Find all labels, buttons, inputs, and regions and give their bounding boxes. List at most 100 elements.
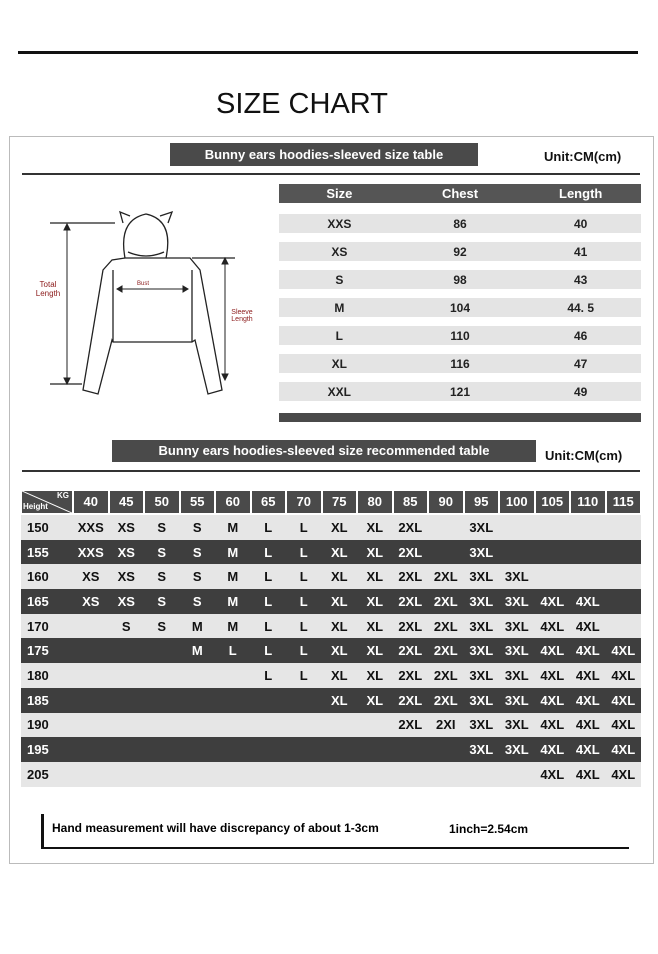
weight-label: 115 bbox=[606, 491, 640, 513]
size-cell: 2XL bbox=[392, 515, 428, 540]
weight-label: 40 bbox=[74, 491, 108, 513]
rec-row: 190 2XL 2XI 3XL 3XL 4XL 4XL 4XL bbox=[21, 712, 641, 738]
size-cell: 4XL bbox=[570, 613, 606, 639]
size-cell: XL bbox=[357, 564, 393, 590]
size-cell: L bbox=[250, 663, 286, 688]
size-cell bbox=[357, 737, 393, 762]
discrepancy-note: Hand measurement will have discrepancy o… bbox=[52, 821, 379, 835]
chest-cell: 98 bbox=[453, 272, 467, 287]
size-cell: 4XL bbox=[570, 589, 606, 614]
size-cell bbox=[73, 712, 109, 738]
size-table-unit: Unit:CM(cm) bbox=[544, 149, 622, 164]
size-cell: L bbox=[250, 613, 286, 639]
size-cell: XXL bbox=[327, 384, 351, 399]
weight-label: 75 bbox=[322, 491, 356, 513]
size-row: XS 92 41 bbox=[279, 242, 641, 261]
size-cell: 4XL bbox=[605, 638, 641, 664]
size-cell: 2XL bbox=[392, 539, 428, 565]
weight-header: 45 bbox=[109, 489, 145, 515]
size-cell: 3XL bbox=[499, 687, 535, 713]
height-cell: 195 bbox=[21, 737, 73, 762]
size-cell: 4XL bbox=[605, 737, 641, 762]
size-cell: 3XL bbox=[463, 737, 499, 762]
size-cell: XL bbox=[321, 613, 357, 639]
size-row: XXS 86 40 bbox=[279, 214, 641, 233]
size-cell: XS bbox=[73, 589, 109, 614]
length-cell: 49 bbox=[574, 384, 588, 399]
size-row: M 104 44. 5 bbox=[279, 298, 641, 317]
size-cell bbox=[250, 761, 286, 787]
size-cell: XL bbox=[357, 589, 393, 614]
size-cell bbox=[428, 761, 464, 787]
inch-conversion: 1inch=2.54cm bbox=[449, 822, 529, 836]
size-cell: 4XL bbox=[534, 589, 570, 614]
size-cell bbox=[144, 761, 180, 787]
chest-cell: 110 bbox=[450, 328, 470, 343]
weight-header: 90 bbox=[428, 489, 464, 515]
size-row: XL 116 47 bbox=[279, 354, 641, 373]
size-cell: 3XL bbox=[499, 564, 535, 590]
size-cell: S bbox=[179, 539, 215, 565]
size-cell bbox=[428, 539, 464, 565]
weight-label: 50 bbox=[145, 491, 179, 513]
size-cell bbox=[144, 712, 180, 738]
size-cell bbox=[605, 564, 641, 590]
size-cell: L bbox=[250, 589, 286, 614]
height-cell: 165 bbox=[21, 589, 73, 614]
rec-table-header: KG Height 40 45 50 55 60 65 70 75 80 85 90 95 100 105… bbox=[21, 489, 641, 515]
size-cell: XL bbox=[357, 638, 393, 664]
size-cell bbox=[108, 712, 144, 738]
weight-header: 80 bbox=[357, 489, 393, 515]
size-cell: XXS bbox=[327, 216, 352, 231]
size-cell: M bbox=[179, 613, 215, 639]
total-length-label: Total Length bbox=[35, 280, 61, 298]
size-cell bbox=[605, 539, 641, 565]
size-cell: L bbox=[286, 564, 322, 590]
weight-header: 55 bbox=[180, 489, 216, 515]
size-table-header: Size Chest Length bbox=[279, 184, 641, 203]
size-cell: 2XL bbox=[392, 589, 428, 614]
size-cell bbox=[570, 515, 606, 540]
size-cell: M bbox=[215, 515, 251, 540]
size-cell: 3XL bbox=[463, 589, 499, 614]
length-cell: 40 bbox=[574, 216, 588, 231]
size-cell: 3XL bbox=[463, 564, 499, 590]
size-cell: 2XL bbox=[428, 589, 464, 614]
size-cell: 3XL bbox=[463, 712, 499, 738]
size-cell bbox=[357, 761, 393, 787]
size-cell: 2XL bbox=[392, 638, 428, 664]
size-cell bbox=[144, 687, 180, 713]
chest-cell: 92 bbox=[453, 244, 467, 259]
size-cell bbox=[73, 737, 109, 762]
size-cell: 3XL bbox=[499, 737, 535, 762]
size-row: L 110 46 bbox=[279, 326, 641, 345]
size-row: XXL 121 49 bbox=[279, 382, 641, 401]
size-cell: 2XL bbox=[392, 663, 428, 688]
size-cell bbox=[321, 712, 357, 738]
size-cell: 3XL bbox=[499, 613, 535, 639]
size-cell: M bbox=[215, 539, 251, 565]
rec-row: 205 4XL 4XL 4XL bbox=[21, 761, 641, 787]
size-cell: 4XL bbox=[605, 761, 641, 787]
size-cell bbox=[534, 539, 570, 565]
size-cell bbox=[250, 687, 286, 713]
size-cell bbox=[534, 515, 570, 540]
size-cell: 2XL bbox=[428, 564, 464, 590]
size-cell bbox=[428, 737, 464, 762]
size-cell: S bbox=[335, 272, 344, 287]
size-cell: 2XI bbox=[428, 712, 464, 738]
size-cell: 2XL bbox=[392, 712, 428, 738]
size-cell: L bbox=[286, 638, 322, 664]
size-cell bbox=[73, 638, 109, 664]
size-cell: 4XL bbox=[534, 687, 570, 713]
size-cell bbox=[357, 712, 393, 738]
weight-label: 70 bbox=[287, 491, 321, 513]
size-cell: XL bbox=[321, 539, 357, 565]
size-cell: L bbox=[286, 589, 322, 614]
size-cell bbox=[73, 613, 109, 639]
page-title: SIZE CHART bbox=[216, 88, 388, 120]
weight-label: 100 bbox=[500, 491, 534, 513]
size-cell bbox=[250, 737, 286, 762]
size-cell: 4XL bbox=[534, 737, 570, 762]
footer-note-box: Hand measurement will have discrepancy o… bbox=[41, 814, 629, 849]
